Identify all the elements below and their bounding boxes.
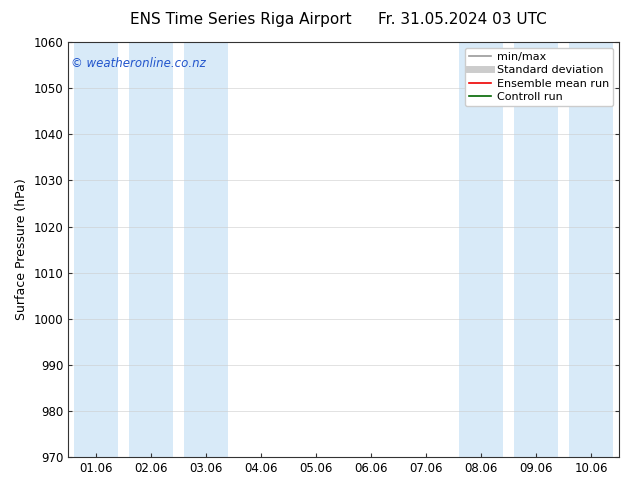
Text: © weatheronline.co.nz: © weatheronline.co.nz xyxy=(71,56,205,70)
Bar xyxy=(514,42,559,457)
Bar xyxy=(569,42,614,457)
Bar xyxy=(184,42,228,457)
Text: Fr. 31.05.2024 03 UTC: Fr. 31.05.2024 03 UTC xyxy=(378,12,547,27)
Bar xyxy=(74,42,118,457)
Bar xyxy=(129,42,173,457)
Legend: min/max, Standard deviation, Ensemble mean run, Controll run: min/max, Standard deviation, Ensemble me… xyxy=(465,48,614,106)
Y-axis label: Surface Pressure (hPa): Surface Pressure (hPa) xyxy=(15,179,28,320)
Bar xyxy=(459,42,503,457)
Text: ENS Time Series Riga Airport: ENS Time Series Riga Airport xyxy=(130,12,352,27)
